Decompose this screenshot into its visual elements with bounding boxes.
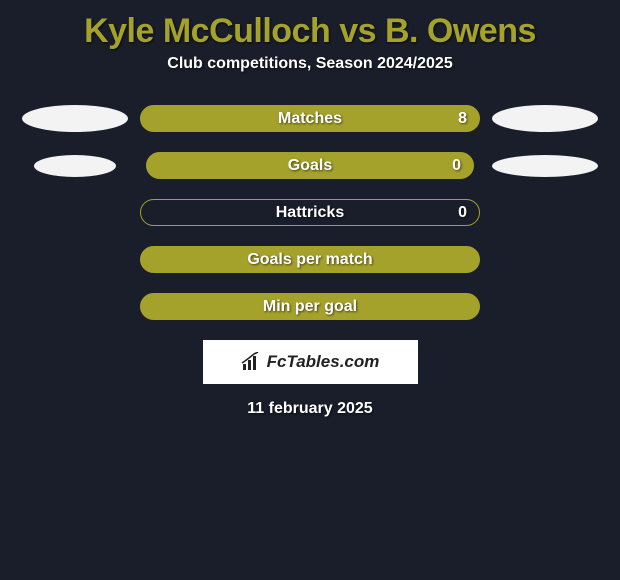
stat-bar: Matches 8 bbox=[140, 105, 480, 132]
bar-wrap: Hattricks 0 bbox=[140, 199, 480, 226]
logo-chart-icon bbox=[241, 352, 263, 372]
stat-label: Goals bbox=[288, 157, 332, 175]
stat-row: Hattricks 0 bbox=[0, 199, 620, 226]
stat-bar: Goals 0 bbox=[146, 152, 474, 179]
bar-wrap: Min per goal bbox=[140, 293, 480, 320]
left-spacer bbox=[22, 293, 128, 320]
stat-bar: Min per goal bbox=[140, 293, 480, 320]
comparison-title: Kyle McCulloch vs B. Owens bbox=[0, 0, 620, 55]
footer-date: 11 february 2025 bbox=[0, 400, 620, 418]
bar-wrap: Matches 8 bbox=[140, 105, 480, 132]
right-spacer bbox=[492, 293, 598, 320]
stat-value: 0 bbox=[452, 157, 461, 175]
bar-wrap: Goals per match bbox=[140, 246, 480, 273]
logo-box: FcTables.com bbox=[203, 340, 418, 384]
stat-bar: Goals per match bbox=[140, 246, 480, 273]
right-spacer bbox=[492, 199, 598, 226]
left-spacer bbox=[22, 246, 128, 273]
left-player-ellipse bbox=[22, 105, 128, 132]
right-player-ellipse bbox=[492, 155, 598, 177]
title-text: Kyle McCulloch vs B. Owens bbox=[84, 12, 536, 50]
stat-value: 8 bbox=[458, 110, 467, 128]
stat-label: Min per goal bbox=[263, 298, 357, 316]
stat-row: Goals 0 bbox=[0, 152, 620, 179]
left-player-ellipse bbox=[34, 155, 116, 177]
stat-row: Min per goal bbox=[0, 293, 620, 320]
bar-wrap: Goals 0 bbox=[140, 152, 480, 179]
right-spacer bbox=[492, 246, 598, 273]
logo-inner: FcTables.com bbox=[241, 352, 380, 372]
right-player-ellipse bbox=[492, 105, 598, 132]
stat-bar: Hattricks 0 bbox=[140, 199, 480, 226]
stat-value: 0 bbox=[458, 204, 467, 222]
stat-label: Matches bbox=[278, 110, 342, 128]
stat-label: Hattricks bbox=[276, 204, 344, 222]
comparison-subtitle: Club competitions, Season 2024/2025 bbox=[0, 55, 620, 73]
stat-row: Goals per match bbox=[0, 246, 620, 273]
logo-text: FcTables.com bbox=[267, 352, 380, 372]
stat-row: Matches 8 bbox=[0, 105, 620, 132]
stat-label: Goals per match bbox=[247, 251, 372, 269]
left-spacer bbox=[22, 199, 128, 226]
stats-rows: Matches 8 Goals 0 Hattricks 0 Goals per match M… bbox=[0, 105, 620, 320]
